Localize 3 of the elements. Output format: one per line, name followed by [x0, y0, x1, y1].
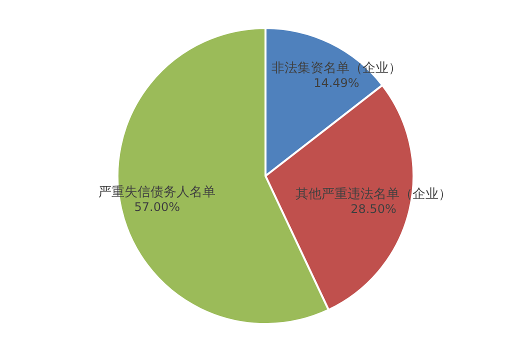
data-label: 57.00%	[134, 200, 180, 214]
data-label: 14.49%	[314, 76, 360, 90]
data-label: 28.50%	[350, 202, 396, 216]
